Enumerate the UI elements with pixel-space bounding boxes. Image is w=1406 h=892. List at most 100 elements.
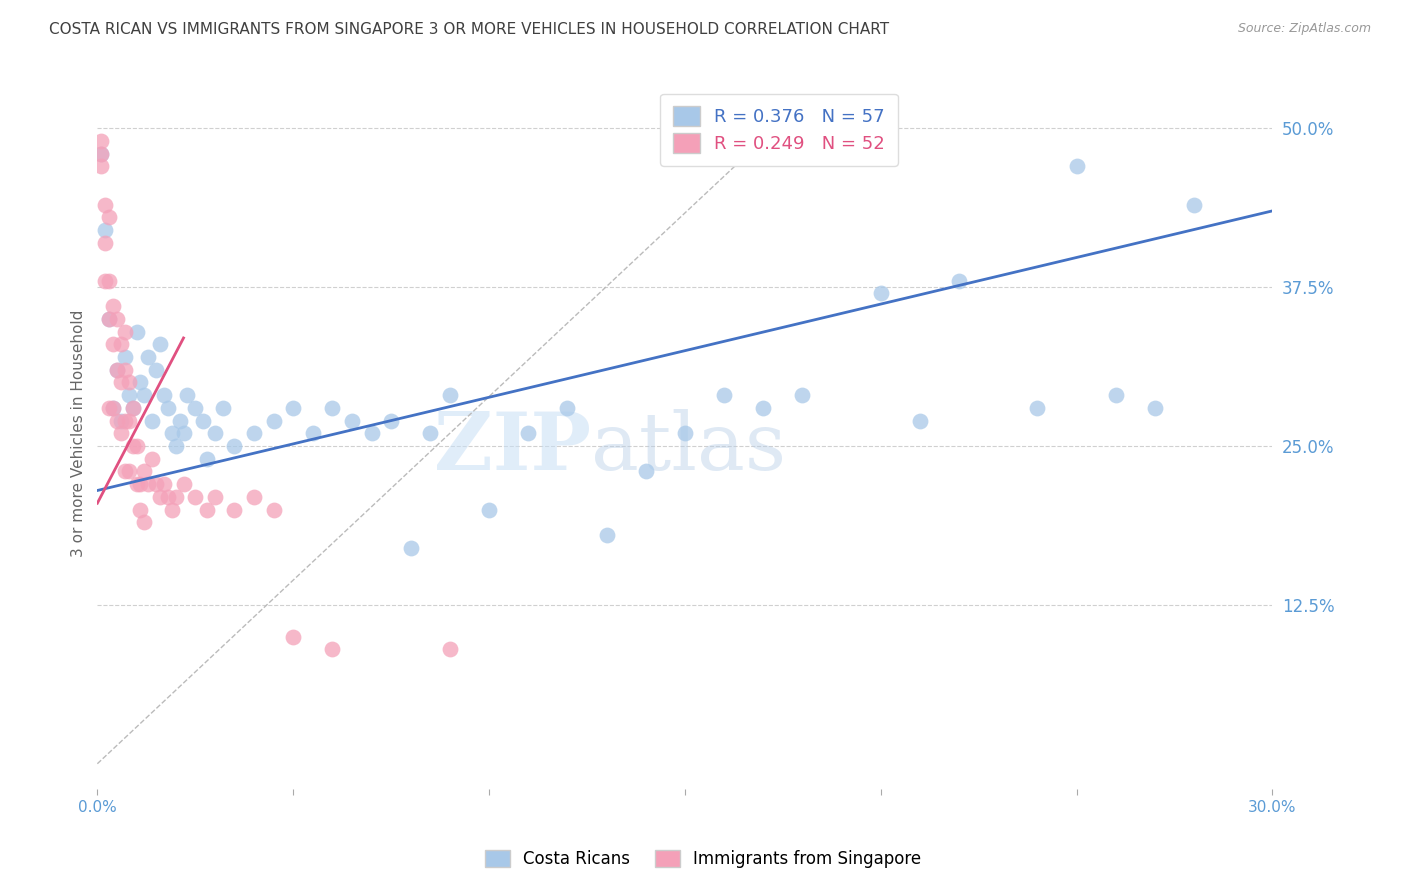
Point	[673, 426, 696, 441]
Point	[114, 350, 136, 364]
Point	[1066, 160, 1088, 174]
Point	[340, 414, 363, 428]
Point	[121, 439, 143, 453]
Legend: R = 0.376   N = 57, R = 0.249   N = 52: R = 0.376 N = 57, R = 0.249 N = 52	[659, 94, 897, 166]
Point	[134, 388, 156, 402]
Point	[165, 439, 187, 453]
Text: #ddeeff: #ddeeff	[685, 447, 690, 448]
Point	[153, 477, 176, 491]
Point	[165, 490, 187, 504]
Point	[160, 502, 183, 516]
Point	[114, 325, 136, 339]
Point	[195, 451, 218, 466]
Point	[439, 642, 461, 657]
Point	[211, 401, 233, 415]
Point	[321, 401, 343, 415]
Point	[517, 426, 540, 441]
Point	[125, 325, 148, 339]
Point	[110, 337, 132, 351]
Point	[121, 401, 143, 415]
Point	[136, 477, 159, 491]
Text: COSTA RICAN VS IMMIGRANTS FROM SINGAPORE 3 OR MORE VEHICLES IN HOUSEHOLD CORRELA: COSTA RICAN VS IMMIGRANTS FROM SINGAPORE…	[49, 22, 890, 37]
Point	[1026, 401, 1049, 415]
Point	[145, 477, 167, 491]
Point	[557, 401, 579, 415]
Point	[98, 211, 121, 225]
Point	[263, 414, 285, 428]
Point	[149, 337, 172, 351]
Point	[94, 235, 117, 250]
Text: atlas: atlas	[591, 409, 786, 486]
Point	[184, 401, 207, 415]
Point	[94, 274, 117, 288]
Point	[634, 464, 657, 478]
Point	[173, 426, 195, 441]
Point	[94, 197, 117, 211]
Point	[478, 502, 501, 516]
Point	[301, 426, 323, 441]
Point	[869, 286, 891, 301]
Point	[114, 414, 136, 428]
Point	[101, 299, 124, 313]
Point	[948, 274, 970, 288]
Point	[98, 312, 121, 326]
Point	[160, 426, 183, 441]
Point	[105, 414, 128, 428]
Y-axis label: 3 or more Vehicles in Household: 3 or more Vehicles in Household	[72, 310, 86, 557]
Point	[243, 490, 266, 504]
Point	[243, 426, 266, 441]
Point	[90, 146, 112, 161]
Point	[908, 414, 931, 428]
Point	[204, 490, 226, 504]
Point	[156, 490, 179, 504]
Point	[283, 401, 305, 415]
Point	[419, 426, 441, 441]
Point	[98, 274, 121, 288]
Point	[118, 388, 141, 402]
Point	[105, 363, 128, 377]
Point	[380, 414, 402, 428]
Point	[176, 388, 198, 402]
Point	[134, 515, 156, 529]
Point	[149, 490, 172, 504]
Point	[105, 363, 128, 377]
Point	[110, 426, 132, 441]
Point	[263, 502, 285, 516]
Point	[439, 388, 461, 402]
Point	[360, 426, 382, 441]
Point	[1143, 401, 1166, 415]
Point	[129, 376, 152, 390]
Point	[195, 502, 218, 516]
Point	[399, 541, 422, 555]
Point	[173, 477, 195, 491]
Point	[118, 414, 141, 428]
Point	[110, 414, 132, 428]
Point	[129, 477, 152, 491]
Point	[141, 451, 163, 466]
Point	[110, 376, 132, 390]
Point	[184, 490, 207, 504]
Point	[125, 477, 148, 491]
Point	[118, 464, 141, 478]
Point	[101, 401, 124, 415]
Point	[134, 464, 156, 478]
Point	[224, 502, 246, 516]
Point	[98, 312, 121, 326]
Point	[125, 439, 148, 453]
Text: ZIP: ZIP	[434, 409, 591, 486]
Point	[752, 401, 775, 415]
Point	[595, 528, 617, 542]
Point	[713, 388, 735, 402]
Point	[94, 223, 117, 237]
Point	[169, 414, 191, 428]
Point	[792, 388, 814, 402]
Point	[1182, 197, 1205, 211]
Point	[156, 401, 179, 415]
Text: Source: ZipAtlas.com: Source: ZipAtlas.com	[1237, 22, 1371, 36]
Point	[90, 146, 112, 161]
Point	[121, 401, 143, 415]
Point	[204, 426, 226, 441]
Point	[145, 363, 167, 377]
Point	[105, 312, 128, 326]
Point	[101, 401, 124, 415]
